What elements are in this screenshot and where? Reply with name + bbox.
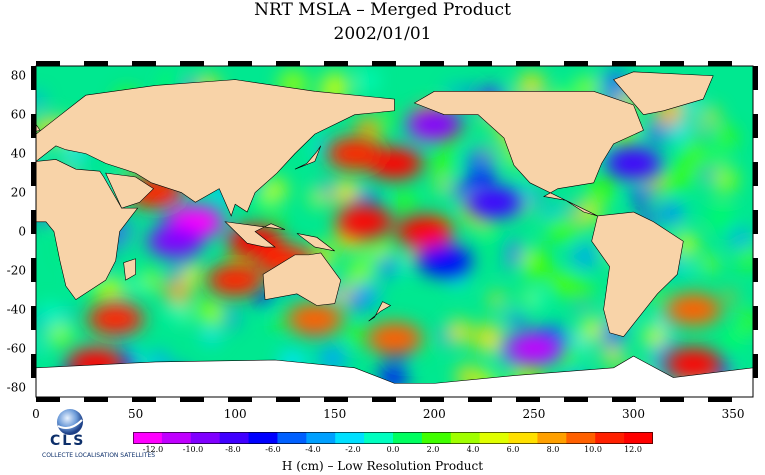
anomaly-4 (396, 215, 453, 248)
anomaly-1 (147, 225, 204, 258)
anomaly-6 (326, 137, 383, 170)
longitude-ticks: 0 50 100 150 200 250 300 350 (32, 407, 744, 421)
anomaly-12 (466, 186, 523, 219)
lon-tick-7: 350 (722, 407, 745, 421)
lat-tick-7: -60 (7, 341, 26, 355)
landmasses (36, 71, 753, 397)
colorbar-cell-8 (364, 432, 394, 444)
anomaly-10 (286, 303, 343, 336)
colorbar-cell-16 (595, 432, 625, 444)
colorbar-cell-14 (537, 432, 567, 444)
japan-land (294, 145, 322, 170)
anomaly-13 (406, 108, 463, 141)
anomaly-20 (366, 322, 423, 355)
eurasia-land (36, 79, 395, 217)
colorbar-tick-1: -10.0 (182, 445, 204, 454)
lon-tick-0: 0 (32, 407, 40, 421)
new-zealand-land (368, 301, 392, 322)
colorbar-cell-12 (479, 432, 510, 444)
anomaly-3 (336, 205, 393, 238)
colorbar-cell-5 (277, 432, 307, 444)
colorbar-tick-3: -6.0 (265, 445, 281, 454)
lon-tick-2: 100 (224, 407, 247, 421)
map-date: 2002/01/01 (333, 24, 432, 44)
uk-land (36, 123, 41, 132)
colorbar-cell-1 (161, 432, 192, 444)
arabia-land (105, 172, 154, 209)
lat-tick-6: -40 (7, 302, 26, 316)
north-america-land (413, 91, 644, 217)
lat-tick-1: 60 (11, 108, 26, 122)
colorbar (133, 432, 653, 444)
lon-tick-6: 300 (622, 407, 645, 421)
south-america-land (591, 211, 684, 337)
colorbar-tick-9: 6.0 (506, 445, 520, 454)
lon-tick-4: 200 (423, 407, 446, 421)
colorbar-cell-13 (508, 432, 538, 444)
anomaly-19 (605, 147, 662, 180)
colorbar-tick-4: -4.0 (305, 445, 321, 454)
colorbar-tick-11: 10.0 (584, 445, 602, 454)
lat-tick-0: 80 (11, 69, 26, 83)
anomaly-11 (87, 303, 144, 336)
greenland-land (613, 71, 714, 116)
colorbar-cell-4 (248, 432, 278, 444)
new-guinea-land (296, 233, 335, 252)
lat-tick-4: 0 (18, 225, 26, 239)
colorbar-title: H (cm) – Low Resolution Product (281, 459, 484, 473)
colorbar-tick-0: -12.0 (142, 445, 164, 454)
antarctica-land (36, 355, 753, 397)
africa-land (36, 159, 139, 301)
colorbar-cell-2 (190, 432, 221, 444)
colorbar-cell-0 (133, 432, 163, 444)
lat-tick-2: 40 (11, 147, 26, 161)
australia-land (262, 252, 342, 306)
colorbar-cell-11 (450, 432, 481, 444)
map-title: NRT MSLA – Merged Product (254, 0, 511, 20)
colorbar-tick-12: 12.0 (624, 445, 642, 454)
logo-text: CLS (50, 433, 86, 449)
colorbar-cell-10 (421, 432, 452, 444)
lat-tick-5: -20 (7, 263, 26, 277)
anomaly-18 (416, 244, 473, 277)
lon-tick-5: 250 (522, 407, 545, 421)
lon-tick-3: 150 (323, 407, 346, 421)
colorbar-cell-7 (335, 432, 365, 444)
colorbar-tick-10: 8.0 (546, 445, 560, 454)
colorbar-cell-3 (219, 432, 250, 444)
colorbar-cell-17 (624, 432, 653, 444)
anomaly-17 (665, 347, 722, 380)
anomaly-15 (665, 293, 722, 326)
lon-tick-1: 50 (128, 407, 143, 421)
anomaly-14 (505, 332, 562, 365)
colorbar-tick-7: 2.0 (426, 445, 440, 454)
latitude-ticks: 80 60 40 20 0 -20 -40 -60 -80 (7, 69, 26, 395)
colorbar-cell-9 (393, 432, 423, 444)
lat-tick-8: -80 (7, 380, 26, 394)
madagascar-land (123, 258, 136, 281)
colorbar-cell-6 (306, 432, 336, 444)
lat-tick-3: 20 (11, 186, 26, 200)
colorbar-tick-2: -8.0 (225, 445, 241, 454)
colorbar-tick-5: -2.0 (345, 445, 361, 454)
logo-subtext: COLLECTE LOCALISATION SATELLITES (42, 452, 156, 459)
indonesia-land (224, 221, 286, 248)
anomaly-9 (207, 264, 264, 297)
map-frame (31, 61, 758, 402)
cls-logo (57, 409, 83, 435)
colorbar-tick-6: 0.0 (386, 445, 400, 454)
colorbar-cell-15 (566, 432, 596, 444)
colorbar-tick-8: 4.0 (466, 445, 480, 454)
